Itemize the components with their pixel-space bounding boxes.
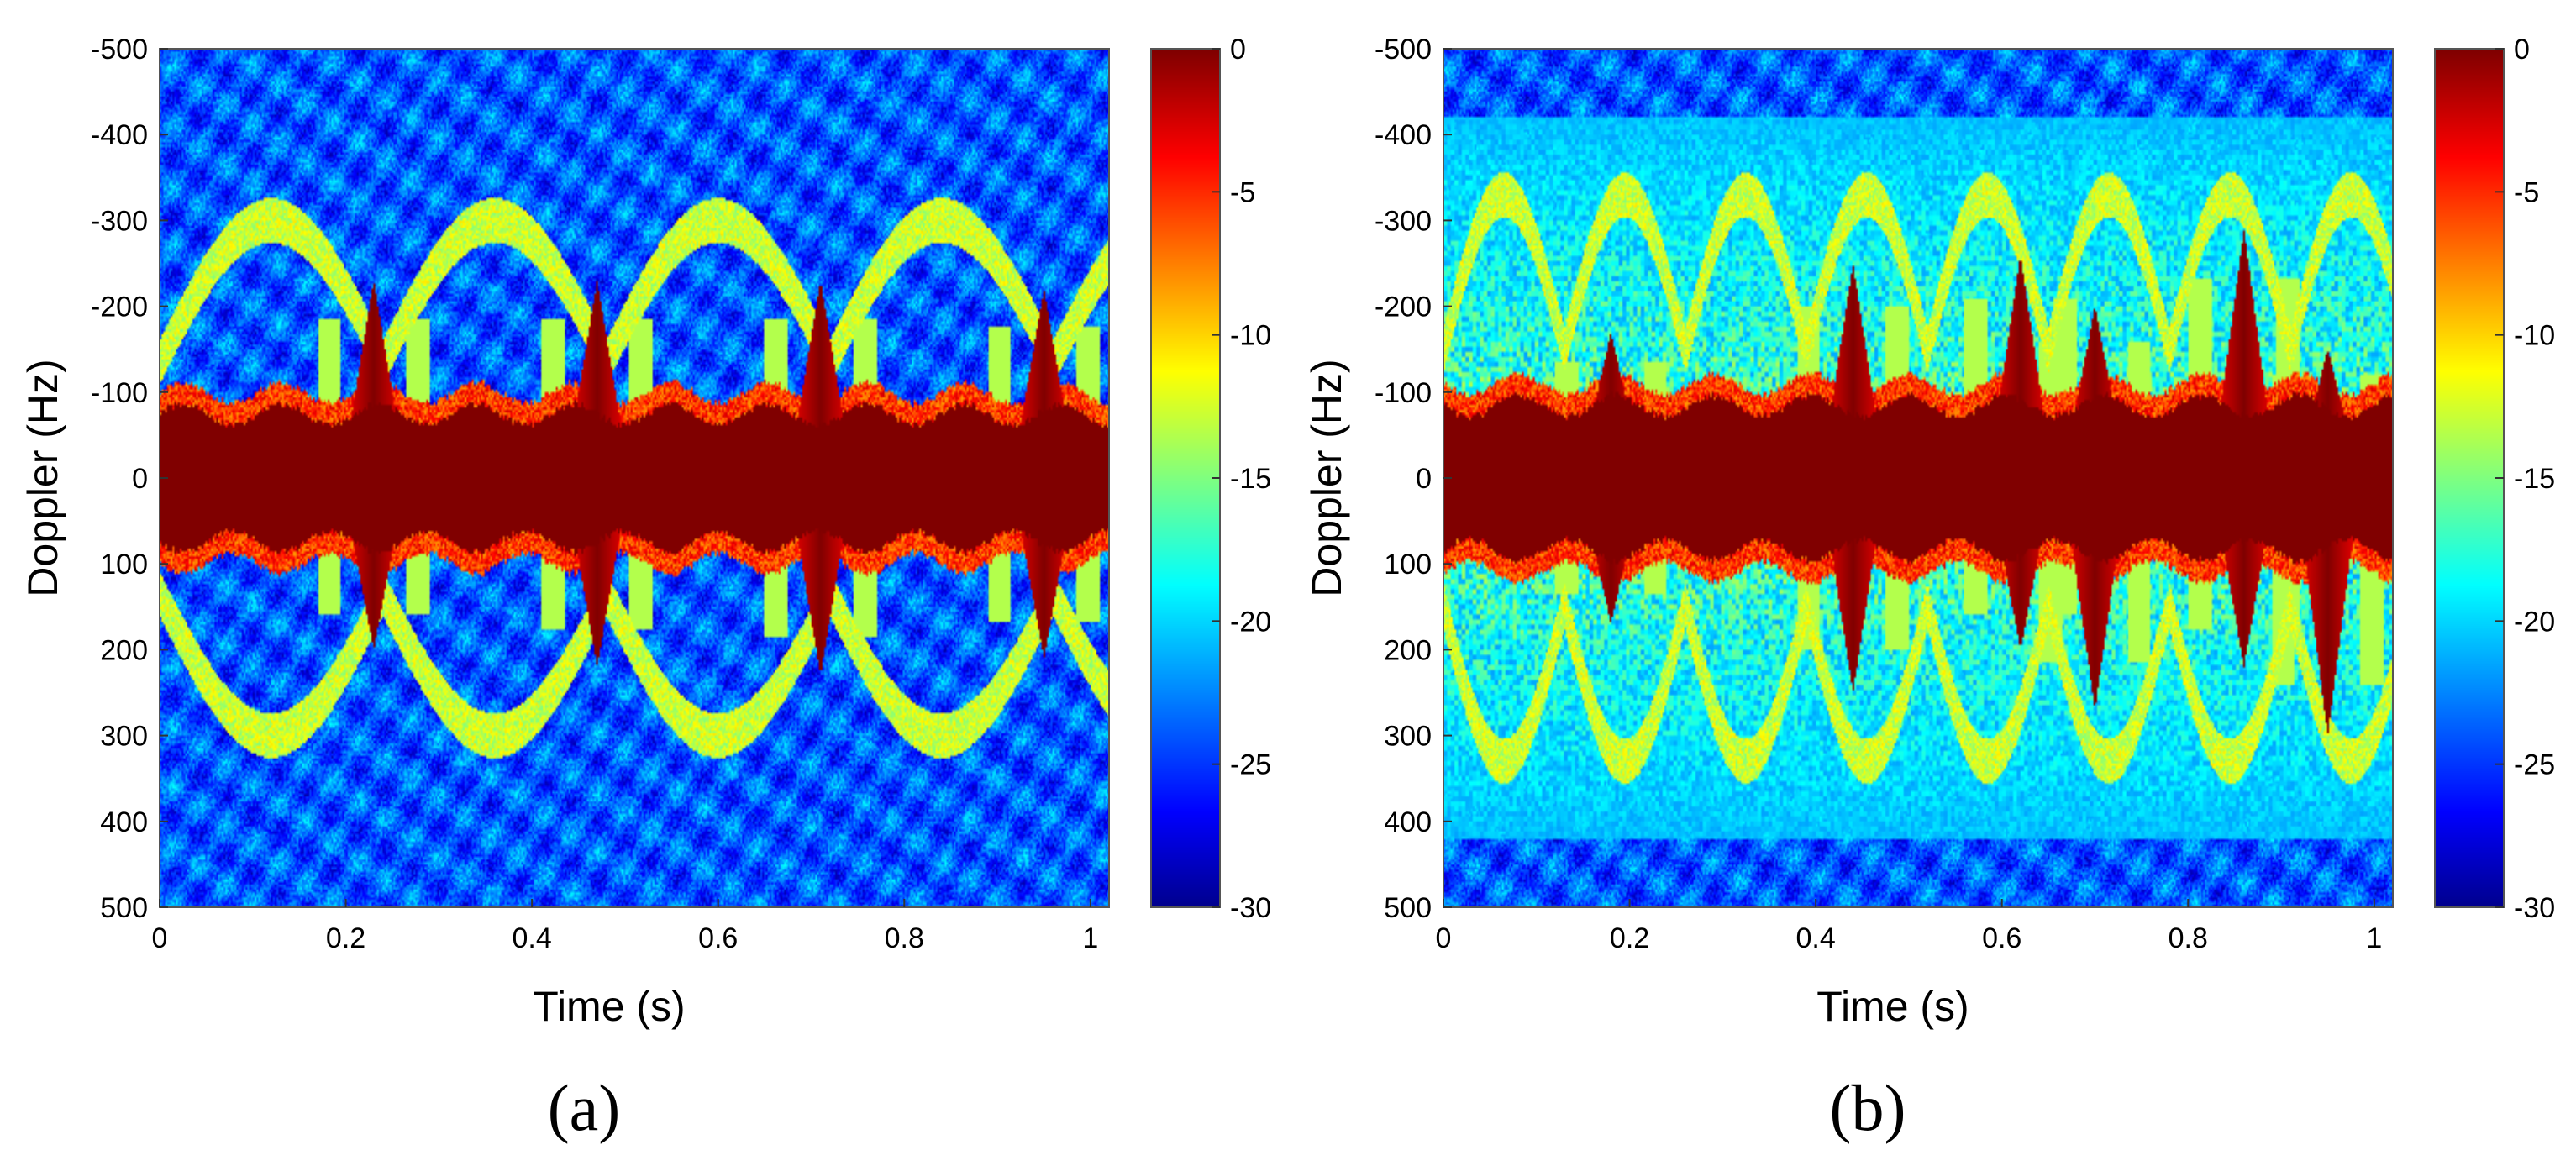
colorbar-tick-label: -15 [1230, 463, 1271, 495]
colorbar-tick-label: -5 [1230, 176, 1255, 208]
y-tick-label: -500 [91, 34, 148, 66]
y-tick-label: 500 [100, 892, 148, 924]
x-tick-label: 0.6 [698, 922, 738, 954]
x-tick-label: 0.8 [885, 922, 924, 954]
y-tick-label: -400 [91, 119, 148, 151]
colorbar-tick-label: -15 [2514, 463, 2555, 495]
y-tick-label: -300 [1375, 205, 1432, 237]
y-tick-label: -500 [1375, 34, 1432, 66]
colorbar [1151, 49, 1220, 907]
colorbar [2435, 49, 2504, 907]
chart-svg: 0 0.2 0.4 0.6 0.8 1-500-400-300-200-100010020… [19, 34, 1271, 1144]
y-tick-label: -200 [1375, 292, 1432, 323]
spectrogram-heatmap [160, 49, 1109, 907]
x-tick-label: 0.8 [2169, 922, 2208, 954]
colorbar-tick-label: -25 [2514, 749, 2555, 781]
y-tick-label: -400 [1375, 119, 1432, 151]
chart-svg: 0 0.2 0.4 0.6 0.8 1-500-400-300-200-100010020… [1303, 34, 2555, 1144]
colorbar-tick-label: -30 [1230, 892, 1271, 924]
colorbar-tick-label: 0 [1230, 34, 1246, 66]
y-tick-label: 500 [1384, 892, 1432, 924]
y-tick-label: 400 [1384, 806, 1432, 838]
y-tick-label: 400 [100, 806, 148, 838]
x-tick-label: 0.2 [1610, 922, 1649, 954]
panel-b: 0 0.2 0.4 0.6 0.8 1 -500 -400 -300 -200 -100 0 100 20… [1284, 0, 2561, 1166]
x-tick-label: 0 [152, 922, 168, 954]
colorbar-tick-label: -25 [1230, 749, 1271, 781]
x-tick-label: 1 [2366, 922, 2382, 954]
y-tick-label: -100 [91, 377, 148, 409]
colorbar-tick-label: -10 [2514, 320, 2555, 352]
y-axis-label: Doppler (Hz) [1303, 359, 1350, 596]
y-tick-label: 100 [100, 549, 148, 580]
y-tick-label: 300 [1384, 721, 1432, 753]
x-tick-label: 0 [1436, 922, 1452, 954]
y-tick-label: 200 [100, 634, 148, 666]
y-tick-label: 100 [1384, 549, 1432, 580]
colorbar-tick-label: -30 [2514, 892, 2555, 924]
y-tick-label: -300 [91, 205, 148, 237]
y-tick-label: 0 [1416, 463, 1432, 495]
x-tick-label: 0.2 [326, 922, 365, 954]
colorbar-tick-label: -5 [2514, 176, 2539, 208]
colorbar-tick-label: -10 [1230, 320, 1271, 352]
x-tick-label: 1 [1082, 922, 1098, 954]
spectrogram-heatmap [1443, 49, 2393, 907]
x-tick-label: 0.4 [1796, 922, 1836, 954]
y-tick-label: 300 [100, 721, 148, 753]
colorbar-tick-label: -20 [2514, 606, 2555, 638]
x-axis-label: Time (s) [533, 983, 685, 1030]
x-tick-label: 0.6 [1982, 922, 2021, 954]
y-tick-label: -200 [91, 292, 148, 323]
y-tick-label: 0 [132, 463, 148, 495]
panel-caption: (b) [1830, 1071, 1906, 1144]
panel-caption: (a) [548, 1071, 621, 1144]
panel-a: 0 0.2 0.4 0.6 0.8 1 -500 -400 -300 -200 -100 0 100 20… [0, 0, 1277, 1166]
x-axis-label: Time (s) [1816, 983, 1969, 1030]
colorbar-tick-label: 0 [2514, 34, 2530, 66]
x-tick-label: 0.4 [513, 922, 552, 954]
y-axis-label: Doppler (Hz) [19, 359, 66, 596]
y-tick-label: 200 [1384, 634, 1432, 666]
y-tick-label: -100 [1375, 377, 1432, 409]
colorbar-tick-label: -20 [1230, 606, 1271, 638]
